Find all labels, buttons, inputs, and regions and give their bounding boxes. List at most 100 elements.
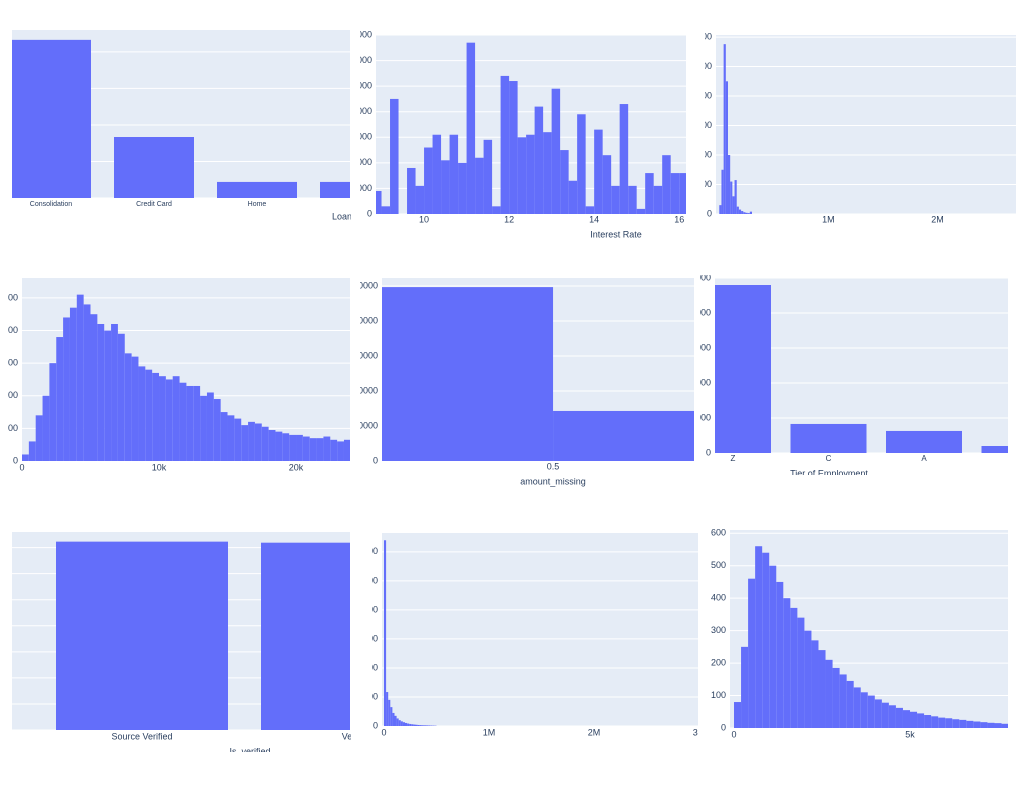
histogram-bar <box>415 185 425 214</box>
histogram-bar <box>636 208 646 214</box>
histogram-bar <box>63 317 70 461</box>
y-tick-label: 0 <box>707 208 712 218</box>
histogram-bar <box>732 196 735 214</box>
chart-panel: 0 100 200 300 400 500 0 10k 20k <box>3 278 350 472</box>
histogram-bar <box>83 304 91 461</box>
histogram-bar <box>449 134 459 214</box>
y-tick-label: 0 <box>721 722 726 732</box>
histogram-bar <box>441 160 450 214</box>
histogram-bar <box>585 206 595 214</box>
histogram-bar <box>296 434 303 461</box>
chart-panel: 0 10000 20000 30000 40000 Consolidation Credit… <box>12 30 351 221</box>
x-tick-label: A <box>921 454 927 463</box>
histogram-bar <box>309 438 317 461</box>
histogram-bar <box>275 431 283 461</box>
chart-panel: 0 1000 2000 3000 4000 5000 6000 1M 2M <box>692 31 1016 224</box>
histogram-bar <box>138 366 146 461</box>
histogram-bar <box>131 356 139 461</box>
histogram-bar <box>261 426 269 461</box>
histogram-bar <box>402 722 405 726</box>
y-tick-label: 20000 <box>686 377 711 387</box>
x-tick-label: Source Verified <box>111 731 172 741</box>
histogram-bar <box>952 719 960 728</box>
x-tick-label: 14 <box>589 214 599 224</box>
histogram-bar <box>719 205 722 214</box>
histogram-bar <box>619 104 629 214</box>
histogram-bar <box>404 722 408 726</box>
y-tick-label: 10000 <box>353 420 378 430</box>
y-tick-label: 50000 <box>353 280 378 290</box>
histogram-bar <box>917 713 925 728</box>
histogram-bar <box>755 546 763 728</box>
histogram-bar <box>738 209 742 214</box>
histogram-bar <box>723 44 726 214</box>
histogram-bar <box>268 430 276 461</box>
y-tick-label: 6000 <box>692 31 712 41</box>
y-tick-label: 5000 <box>352 81 372 91</box>
y-tick-label: 50000 <box>686 272 711 282</box>
y-tick-label: 15000 <box>0 646 8 656</box>
y-tick-label: 4000 <box>352 106 372 116</box>
histogram-bar <box>392 712 395 726</box>
histogram-bar <box>179 382 187 461</box>
chart-panel: 0 10000 20000 30000 40000 50000 0.5 amount_miss… <box>353 278 694 486</box>
histogram-bar <box>749 211 752 214</box>
histogram-bar <box>316 438 324 461</box>
histogram-bar <box>804 630 812 728</box>
y-tick-label: 600 <box>711 528 726 538</box>
histogram-bar <box>413 724 416 726</box>
x-tick-label: Z <box>731 454 736 463</box>
y-tick-label: 30000 <box>686 342 711 352</box>
histogram-bar <box>980 722 988 728</box>
y-tick-label: 300 <box>3 358 18 368</box>
histogram-bar <box>577 114 586 214</box>
x-tick-label: 0 <box>381 727 386 737</box>
histogram-bar <box>721 169 724 214</box>
y-tick-label: 400 <box>3 325 18 335</box>
bar <box>790 423 867 453</box>
histogram-bar <box>394 715 397 726</box>
histogram-bar <box>407 723 410 726</box>
histogram-bar <box>124 353 132 461</box>
histogram-bar <box>867 695 875 728</box>
histogram-bar <box>645 173 654 214</box>
plot-background <box>382 533 698 726</box>
histogram-bar <box>90 314 98 461</box>
chart-panel: 0 1000 2000 3000 4000 5000 6000 7000 10 12 14 16 Int… <box>352 29 686 239</box>
histogram-bar <box>388 699 391 726</box>
y-tick-label: 3000 <box>352 132 372 142</box>
histogram-bar <box>337 441 344 461</box>
histogram-bar <box>415 724 418 726</box>
x-tick-label: 0.5 <box>547 461 560 471</box>
histogram-bar <box>745 212 748 214</box>
x-tick-label: 2M <box>588 727 601 737</box>
histogram-bar <box>254 423 262 461</box>
x-tick-label: 2M <box>931 214 944 224</box>
y-tick-label: 500 <box>3 292 18 302</box>
y-tick-label: 0 <box>3 724 8 734</box>
y-tick-label: 5000 <box>692 61 712 71</box>
histogram-bar <box>28 441 36 461</box>
x-axis-title: Is_verified <box>229 746 270 756</box>
histogram-bar <box>924 715 932 728</box>
histogram-bar <box>769 565 777 728</box>
histogram-bar <box>172 376 180 461</box>
histogram-bar <box>730 181 733 214</box>
y-tick-label: 30000 <box>0 568 8 578</box>
histogram-bar <box>421 725 424 726</box>
histogram-bar <box>428 725 431 726</box>
y-tick-label: 7000 <box>352 29 372 39</box>
histogram-bar <box>776 581 784 728</box>
y-tick-label: 3000 <box>692 120 712 130</box>
histogram-bar <box>396 718 399 726</box>
y-tick-label: 0 <box>706 447 711 457</box>
y-tick-label: 0 <box>373 720 378 730</box>
x-tick-label: 10 <box>419 214 429 224</box>
y-tick-label: 40000 <box>686 307 711 317</box>
bar <box>320 181 350 198</box>
histogram-bar <box>466 42 476 214</box>
x-tick-label: 1M <box>822 214 835 224</box>
histogram-bar <box>117 333 125 461</box>
marks <box>734 546 1008 728</box>
